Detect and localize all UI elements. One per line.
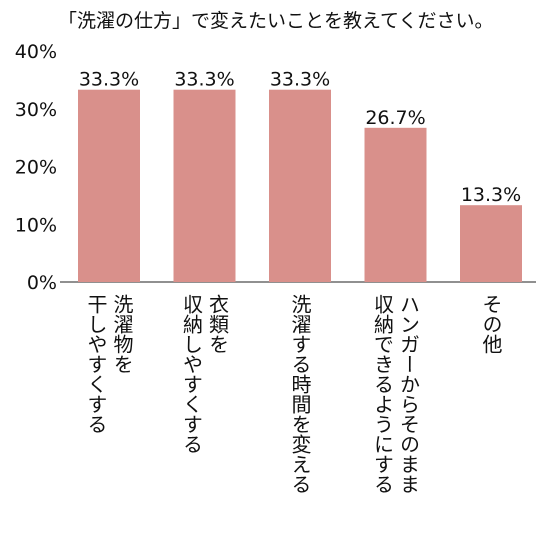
bars <box>78 89 522 283</box>
category-label: 収納できるようにする <box>371 294 395 494</box>
y-tick-label: 40% <box>15 41 57 63</box>
data-label: 33.3% <box>174 69 234 91</box>
data-label: 26.7% <box>365 107 425 129</box>
y-tick-label: 10% <box>15 214 57 236</box>
category-label: 衣類を <box>206 294 230 354</box>
data-label: 33.3% <box>79 69 139 91</box>
bar <box>78 89 140 282</box>
category-label: ハンガーからそのまま <box>397 294 421 494</box>
y-tick-label: 20% <box>15 157 57 179</box>
bar <box>460 205 522 282</box>
data-label: 33.3% <box>270 69 330 91</box>
y-tick-label: 30% <box>15 99 57 121</box>
data-labels: 33.3% 33.3% 33.3% 26.7% 13.3% <box>79 69 521 207</box>
data-label: 13.3% <box>461 184 521 206</box>
y-axis: 0% 10% 20% 30% 40% <box>15 41 57 294</box>
bar <box>364 127 427 283</box>
bar <box>269 89 331 282</box>
chart-title: 「洗濯の仕方」で変えたいことを教えてください。 <box>58 10 493 32</box>
category-label: その他 <box>479 294 503 354</box>
category-label: 収納しやすくする <box>180 294 204 454</box>
y-tick-label: 0% <box>27 272 57 294</box>
category-label: 洗濯物を <box>110 294 134 374</box>
category-label: 干しやすくする <box>84 294 108 434</box>
category-label: 洗濯する時間を変える <box>288 294 312 494</box>
bar <box>173 89 236 282</box>
